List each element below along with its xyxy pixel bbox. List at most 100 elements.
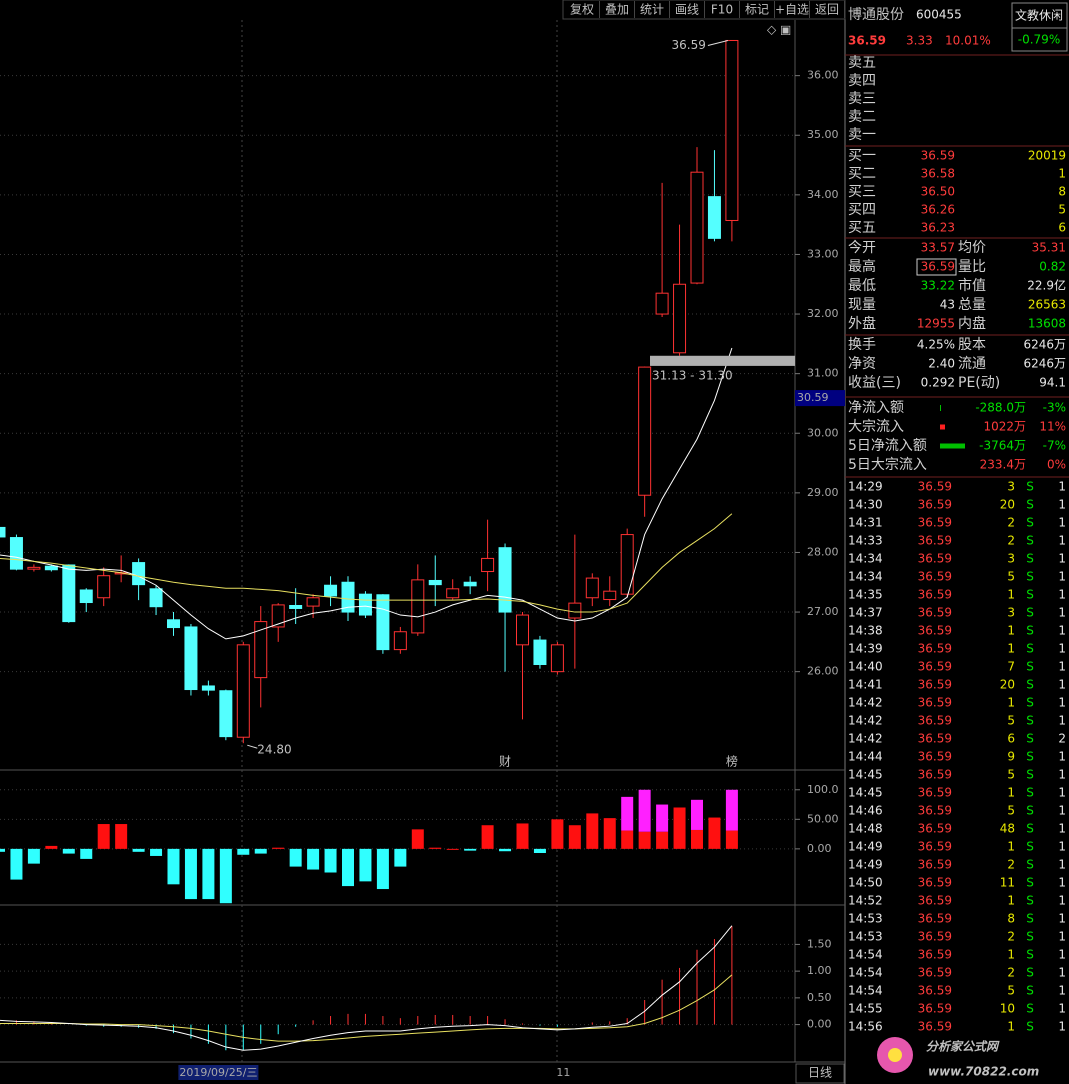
- toolbar-button[interactable]: 复权: [570, 3, 594, 17]
- stat-value: 43: [940, 298, 955, 312]
- toolbar-button[interactable]: 返回: [815, 3, 839, 17]
- flow-bar: [673, 807, 686, 849]
- flow-label: 大宗流入: [848, 419, 904, 435]
- icon[interactable]: ▣: [780, 23, 791, 37]
- tick-cell: S: [1026, 1020, 1034, 1034]
- flow-bar: [289, 848, 302, 867]
- watermark-url: www.70822.com: [928, 1065, 1039, 1079]
- flow-indicator: [940, 405, 941, 411]
- stat-value: 0.82: [1039, 260, 1066, 274]
- toolbar-button[interactable]: F10: [711, 3, 733, 17]
- tick-cell: 14:29: [848, 480, 883, 494]
- toolbar-button[interactable]: 画线: [675, 3, 699, 17]
- flow-pct: -3%: [1043, 401, 1066, 415]
- price-band: [650, 355, 795, 366]
- stat-label: 现量: [848, 297, 876, 313]
- toolbar-button[interactable]: 叠加: [605, 3, 629, 17]
- flow-value: -288.0万: [975, 401, 1026, 415]
- y-tick-label: 50.00: [807, 812, 839, 825]
- tick-cell: 14:35: [848, 588, 883, 602]
- tick-cell: S: [1026, 984, 1034, 998]
- flow-bar: [150, 848, 163, 856]
- tick-cell: 5: [1007, 768, 1015, 782]
- tick-cell: 3: [1007, 606, 1015, 620]
- event-marker[interactable]: 财: [499, 755, 511, 769]
- candle-body: [533, 639, 547, 666]
- stat-value: 94.1: [1039, 376, 1066, 390]
- tick-cell: S: [1026, 930, 1034, 944]
- flow-bar: [621, 830, 634, 849]
- toolbar-button[interactable]: 统计: [640, 3, 664, 17]
- flow-bar: [464, 848, 477, 851]
- y-tick-label: 36.00: [807, 69, 839, 82]
- tick-cell: 1: [1058, 786, 1066, 800]
- flow-pct: 0%: [1047, 458, 1066, 472]
- flow-bar: [45, 845, 58, 849]
- tick-cell: 1: [1058, 750, 1066, 764]
- watermark-title: 分析家公式网: [926, 1040, 1000, 1054]
- candle-body: [271, 604, 285, 628]
- candle-body: [568, 602, 582, 619]
- flow-bar: [359, 848, 372, 882]
- tick-cell: 36.59: [918, 768, 952, 782]
- price-change: 3.33: [906, 34, 933, 48]
- tick-cell: 14:53: [848, 912, 883, 926]
- tick-cell: 1: [1058, 570, 1066, 584]
- tick-cell: 14:42: [848, 696, 883, 710]
- tick-cell: 36.59: [918, 984, 952, 998]
- event-marker[interactable]: 榜: [726, 754, 738, 769]
- toolbar-button[interactable]: +自选: [775, 3, 809, 17]
- candle-body: [9, 537, 23, 570]
- candle-body: [411, 579, 425, 634]
- tick-cell: 5: [1007, 714, 1015, 728]
- stat-label: 最低: [848, 278, 876, 294]
- icon[interactable]: ◇: [767, 23, 777, 37]
- tick-cell: 1: [1058, 516, 1066, 530]
- tick-cell: 36.59: [918, 930, 952, 944]
- y-tick-label: 0.50: [807, 991, 832, 1004]
- tick-cell: 14:54: [848, 948, 883, 962]
- tick-cell: S: [1026, 516, 1034, 530]
- cursor-price-box: [795, 390, 845, 407]
- tick-cell: 36.59: [918, 480, 952, 494]
- tick-cell: 36.59: [918, 966, 952, 980]
- date-label: 2019/09/25/三: [179, 1066, 257, 1079]
- candle-body: [236, 644, 250, 738]
- candle-body: [498, 547, 512, 613]
- flow-bar: [446, 848, 459, 850]
- ask-label: 卖三: [848, 91, 876, 107]
- flow-bar: [254, 848, 267, 854]
- tick-cell: 3: [1007, 552, 1015, 566]
- tick-cell: 2: [1007, 966, 1015, 980]
- tick-cell: 6: [1007, 732, 1015, 746]
- flow-bar: [80, 848, 93, 859]
- tick-cell: S: [1026, 804, 1034, 818]
- flow-bar-extra: [621, 796, 634, 831]
- candle-body: [620, 534, 634, 595]
- tick-cell: 14:30: [848, 498, 883, 512]
- candle-body: [481, 557, 495, 573]
- toolbar-button[interactable]: 标记: [745, 3, 769, 17]
- candle-body: [254, 621, 268, 679]
- period-label[interactable]: 日线: [808, 1066, 832, 1080]
- tick-cell: S: [1026, 570, 1034, 584]
- candle-body: [638, 366, 652, 496]
- y-tick-label: 35.00: [807, 128, 839, 141]
- tick-cell: 36.59: [918, 696, 952, 710]
- tick-cell: 36.59: [918, 606, 952, 620]
- tick-cell: 36.59: [918, 750, 952, 764]
- bid-label: 买五: [848, 220, 876, 236]
- tick-cell: 1: [1007, 588, 1015, 602]
- flow-bar: [725, 830, 738, 849]
- tick-cell: 1: [1058, 840, 1066, 854]
- tick-cell: 1: [1058, 894, 1066, 908]
- flow-bar: [429, 847, 442, 849]
- tick-cell: S: [1026, 678, 1034, 692]
- y-tick-label: 34.00: [807, 188, 839, 201]
- last-price: 36.59: [848, 34, 886, 48]
- tick-cell: 9: [1007, 750, 1015, 764]
- bid-label: 买一: [848, 148, 876, 164]
- bid-label: 买三: [848, 184, 876, 200]
- stock-code: 600455: [916, 8, 962, 22]
